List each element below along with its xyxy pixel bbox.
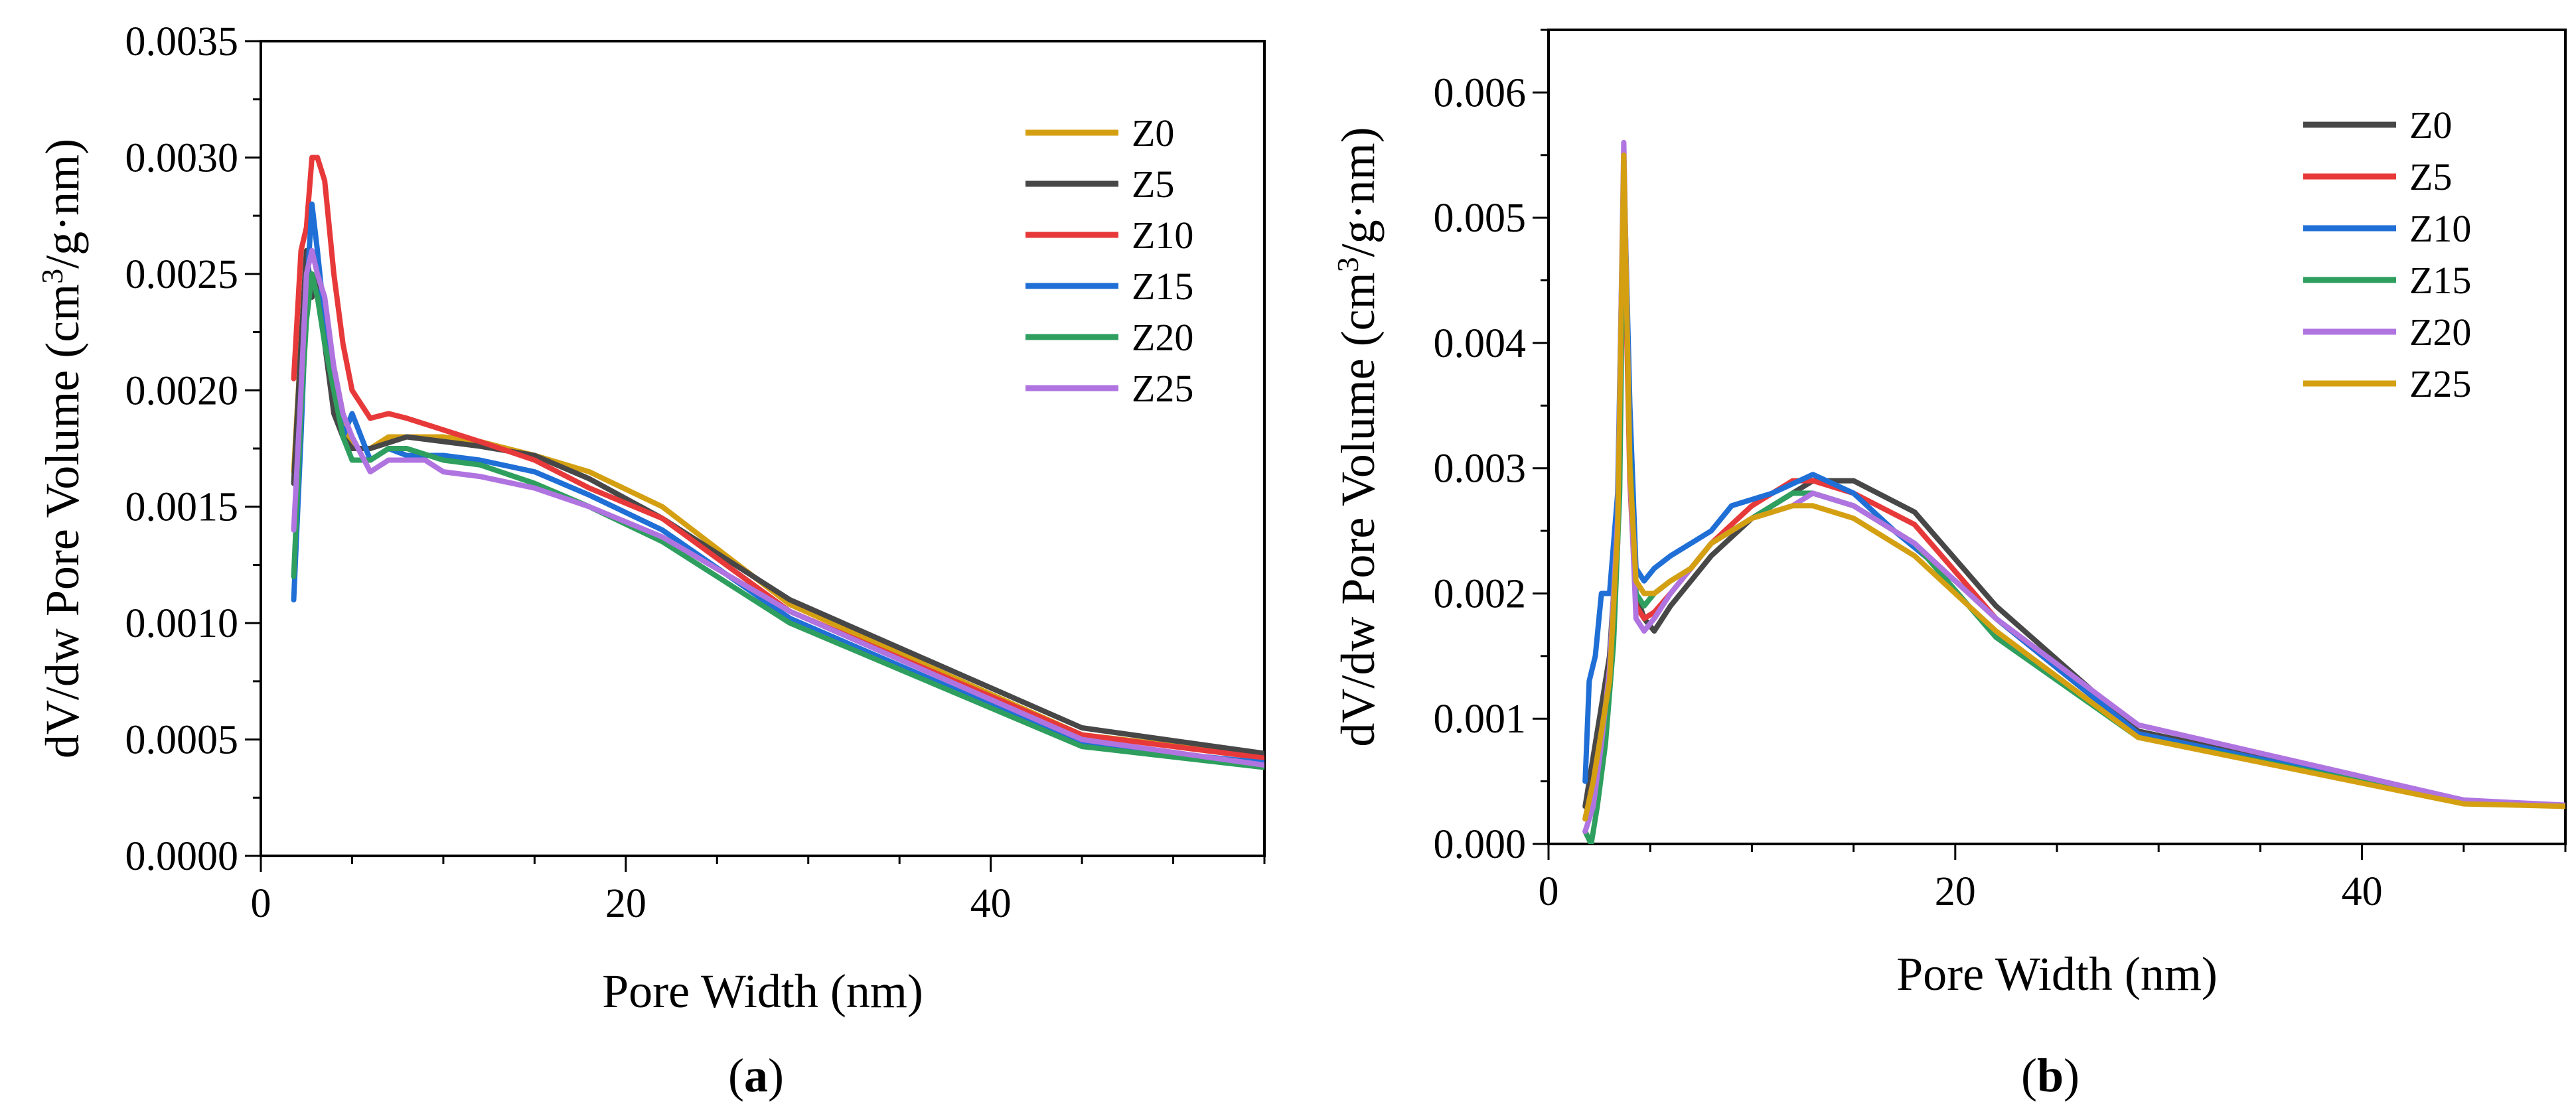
panel-a-label: (a): [728, 1049, 784, 1102]
panel-b-legend-z0-label: Z0: [2409, 104, 2452, 147]
panel-a-y-tick-label: 0.0000: [125, 834, 239, 879]
panel-a-series-z15-line: [291, 201, 1264, 766]
panel-a-x-tick-label: 20: [605, 881, 646, 926]
panel-a-legend-z0-label: Z0: [1132, 111, 1174, 155]
panel-a-y-tick-label: 0.0030: [125, 135, 239, 180]
panel-b-y-tick-label: 0.006: [1434, 70, 1527, 115]
panel-a-y-tick-label: 0.0020: [125, 368, 239, 413]
panel-a-y-tick-label: 0.0010: [125, 601, 239, 646]
panel-b-y-tick-label: 0.000: [1434, 822, 1527, 867]
panel-a-legend-z5-label: Z5: [1132, 163, 1174, 206]
panel-b-y-tick-label: 0.001: [1434, 697, 1527, 742]
panel-a-x-tick-label: 0: [251, 881, 271, 926]
panel-b-chart: 0.000 0.001 0.002 0.003 0.004 0.005 0.006 0 20 40…: [1331, 29, 2567, 1102]
panel-b-legend-z20-label: Z20: [2409, 311, 2471, 354]
panel-b-legend-z15-label: Z15: [2409, 259, 2471, 302]
panel-a-y-tick-label: 0.0035: [125, 19, 239, 64]
panel-b-label: (b): [2021, 1049, 2080, 1102]
panel-b-plot-frame: [1547, 29, 2567, 845]
panel-b-y-tick-label: 0.005: [1434, 196, 1527, 241]
panel-a-legend-z25-label: Z25: [1132, 367, 1193, 410]
panel-a-legend-z15-label: Z15: [1132, 265, 1193, 308]
panel-b-legend-z5-label: Z5: [2409, 155, 2452, 198]
panel-b-x-tick-label: 40: [2342, 869, 2383, 914]
panel-b-y-axis-title: dV/dw Pore Volume (cm3/g·nm): [1331, 127, 1385, 746]
panel-b-x-tick-label: 20: [1935, 869, 1976, 914]
panel-a-x-tick-label: 40: [970, 881, 1012, 926]
panel-b-y-tick-label: 0.004: [1434, 321, 1527, 366]
panel-a-y-tick-label: 0.0005: [125, 718, 239, 763]
panel-a-y-tick-label: 0.0025: [125, 252, 239, 297]
panel-a-series-z20-line: [291, 271, 1264, 770]
panel-b-x-axis-title: Pore Width (nm): [1896, 947, 2218, 1001]
panel-a-legend-z20-label: Z20: [1132, 316, 1193, 359]
panel-a-legend-z10-label: Z10: [1132, 214, 1193, 257]
panel-a-series-z25-line: [291, 247, 1264, 768]
panel-a-y-tick-label: 0.0015: [125, 485, 239, 530]
panel-b-y-tick-label: 0.003: [1434, 447, 1527, 492]
panel-a-chart: 0.0000 0.0005 0.0010 0.0015 0.0020 0.0025 0.00…: [35, 19, 1266, 1102]
panel-a-series-z10-line: [291, 155, 1264, 761]
panel-b-series-z25-line: [1582, 152, 2565, 822]
panel-b-legend-z25-label: Z25: [2409, 362, 2471, 405]
panel-b-x-tick-label: 0: [1539, 869, 1559, 914]
panel-b-legend-z10-label: Z10: [2409, 207, 2471, 250]
panel-a-y-axis-title: dV/dw Pore Volume (cm3/g·nm): [35, 139, 89, 758]
panel-a-series-z5-line: [291, 247, 1264, 756]
panel-a-series-z0-line: [291, 271, 1264, 759]
panel-b-y-tick-label: 0.002: [1434, 571, 1527, 616]
panel-a-x-axis-title: Pore Width (nm): [602, 965, 923, 1018]
